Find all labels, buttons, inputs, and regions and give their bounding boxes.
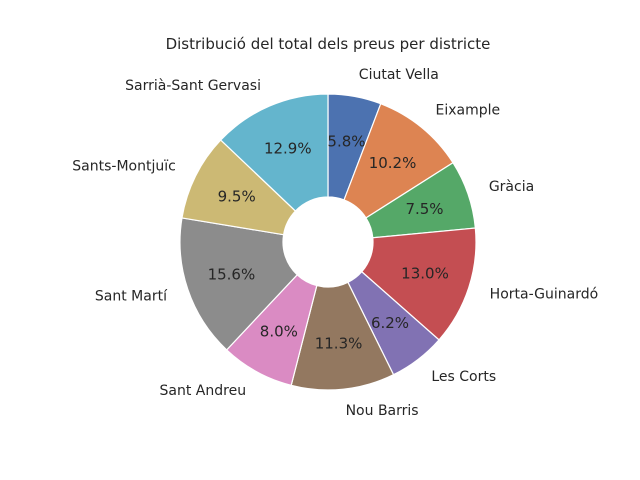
percentage-label-eixample: 10.2%: [369, 154, 417, 172]
slice-label-sarria-sant-gervasi: Sarrià-Sant Gervasi: [125, 78, 261, 94]
slice-label-eixample: Eixample: [436, 102, 501, 118]
slice-label-gracia: Gràcia: [489, 179, 534, 195]
pie-slice-horta-guinardo: [360, 227, 477, 341]
slice-label-les-corts: Les Corts: [431, 369, 496, 385]
slices-group: [179, 93, 477, 391]
percentage-label-nou-barris: 11.3%: [315, 334, 363, 352]
slice-labels-group: Ciutat Vella Eixample Gràcia Horta-Guinardó…: [72, 67, 598, 419]
pie-slice-nou-barris: [290, 281, 395, 391]
slice-label-sant-marti: Sant Martí: [95, 289, 168, 305]
percentage-label-sant-andreu: 8.0%: [260, 322, 298, 340]
percentage-label-horta-guinardo: 13.0%: [401, 265, 449, 283]
percentage-label-ciutat-vella: 5.8%: [327, 133, 365, 151]
slice-label-sant-andreu: Sant Andreu: [160, 383, 247, 399]
percentage-label-sant-marti: 15.6%: [208, 266, 256, 284]
percentage-labels-group: 5.8%10.2% 7.5% 13.0% 6.2% 11.3% 8.0% 15.6% 9.5%…: [208, 133, 449, 353]
slice-label-sants-montjuic: Sants-Montjuïc: [72, 158, 176, 174]
slice-label-nou-barris: Nou Barris: [346, 403, 419, 419]
chart-title: Distribució del total dels preus per dis…: [166, 35, 491, 53]
slice-label-ciutat-vella: Ciutat Vella: [359, 67, 439, 83]
slice-label-horta-guinardo: Horta-Guinardó: [490, 287, 599, 303]
pie-slice-sant-marti: [179, 217, 299, 351]
percentage-label-sarria-sant-gervasi: 12.9%: [264, 139, 312, 157]
percentage-label-sants-montjuic: 9.5%: [218, 188, 256, 206]
pie-slice-sarria-sant-gervasi: [219, 93, 329, 212]
percentage-label-gracia: 7.5%: [405, 200, 443, 218]
percentage-label-les-corts: 6.2%: [371, 314, 409, 332]
